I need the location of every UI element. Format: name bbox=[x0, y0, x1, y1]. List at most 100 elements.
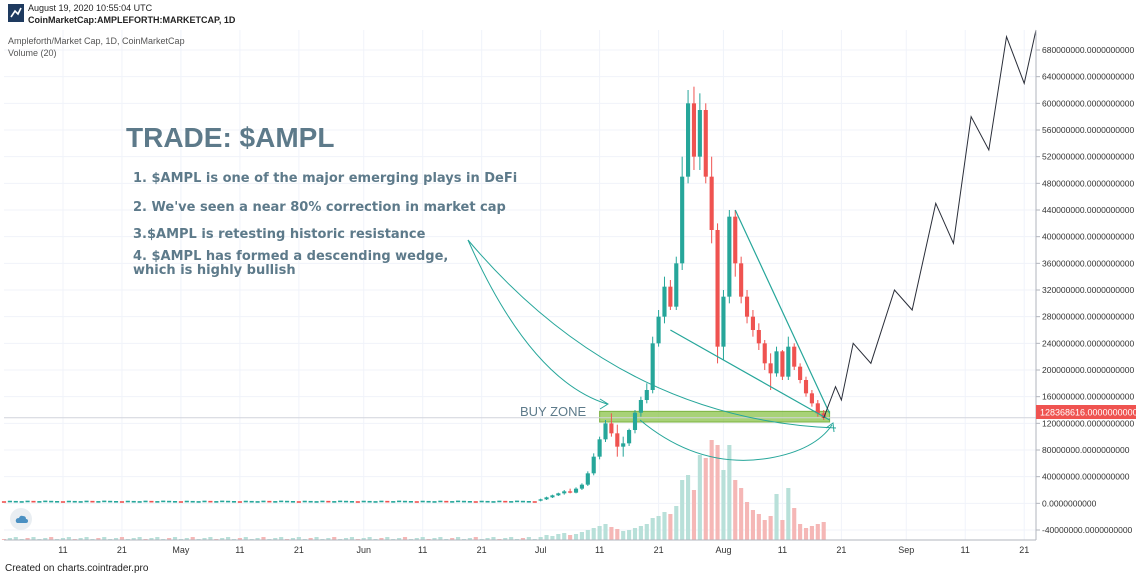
volume-bar bbox=[367, 537, 372, 540]
candle bbox=[96, 501, 101, 503]
candle bbox=[444, 500, 449, 503]
y-tick-label: 40000000.0000000000 bbox=[1042, 472, 1130, 482]
tradingview-logo-icon bbox=[8, 4, 24, 22]
volume-bar bbox=[255, 538, 260, 540]
volume-bar bbox=[686, 475, 691, 540]
volume-bar bbox=[473, 537, 478, 540]
chart-legend-title: Ampleforth/Market Cap, 1D, CoinMarketCap bbox=[8, 36, 185, 46]
candle bbox=[296, 501, 301, 503]
x-tick-label: 11 bbox=[235, 545, 244, 555]
candle bbox=[261, 500, 266, 503]
candle bbox=[438, 500, 443, 503]
volume-bar bbox=[243, 537, 248, 540]
candle bbox=[727, 216, 732, 297]
y-tick-label: -40000000.0000000000 bbox=[1042, 525, 1133, 535]
candle bbox=[609, 423, 614, 434]
volume-bar bbox=[172, 537, 178, 540]
volume-bar bbox=[762, 520, 767, 540]
volume-bar bbox=[438, 537, 443, 540]
candle bbox=[780, 351, 785, 377]
candle bbox=[349, 501, 354, 503]
candle bbox=[573, 488, 579, 493]
candle bbox=[762, 343, 767, 364]
volume-bar bbox=[220, 538, 225, 540]
volume-bar bbox=[739, 488, 744, 540]
volume-bar bbox=[113, 538, 119, 540]
candle bbox=[491, 501, 496, 503]
candle bbox=[338, 500, 343, 503]
volume-bar bbox=[25, 538, 30, 540]
volume-bar bbox=[385, 537, 390, 540]
y-axis: 680000000.0000000000 640000000.0000000000… bbox=[1035, 30, 1134, 540]
candle bbox=[402, 500, 408, 503]
x-tick-label: 11 bbox=[961, 545, 970, 555]
current-price-badge bbox=[1036, 405, 1136, 419]
candle bbox=[78, 501, 83, 503]
candle bbox=[231, 501, 237, 503]
volume-bar bbox=[615, 529, 620, 540]
candlesticks bbox=[1, 86, 826, 503]
volume-bar bbox=[397, 538, 402, 540]
candle bbox=[108, 500, 113, 503]
candle bbox=[249, 500, 254, 503]
volume-bar bbox=[650, 518, 655, 540]
candle bbox=[450, 501, 455, 503]
volume-bar bbox=[591, 528, 596, 540]
candle bbox=[526, 501, 531, 503]
volume-bar bbox=[326, 538, 331, 540]
volume-bar bbox=[609, 527, 614, 540]
candle bbox=[532, 501, 537, 503]
candle bbox=[1, 501, 7, 503]
volume-bar bbox=[43, 538, 48, 540]
candle bbox=[332, 501, 337, 503]
y-tick-label: 440000000.0000000000 bbox=[1042, 205, 1134, 215]
candle bbox=[703, 110, 708, 177]
volume-bar bbox=[202, 538, 207, 540]
candle bbox=[31, 500, 36, 503]
volume-bar bbox=[190, 537, 195, 540]
candle bbox=[72, 500, 77, 503]
volume-bar bbox=[49, 537, 54, 540]
volume-bar bbox=[821, 522, 826, 540]
candle bbox=[550, 495, 555, 498]
volume-bar bbox=[691, 490, 697, 540]
x-tick-label: 11 bbox=[778, 545, 787, 555]
candle bbox=[66, 500, 71, 503]
volume-bar bbox=[456, 537, 461, 540]
candle bbox=[485, 500, 490, 503]
volume-bar bbox=[573, 534, 579, 540]
volume-bar bbox=[137, 537, 142, 540]
volume-bar bbox=[290, 538, 296, 540]
candle bbox=[49, 500, 54, 503]
price-chart[interactable]: 680000000.0000000000 640000000.0000000000… bbox=[0, 0, 1140, 560]
volume-bar bbox=[809, 526, 814, 540]
volume-bar bbox=[96, 538, 101, 540]
candle bbox=[644, 390, 649, 400]
volume-bar bbox=[208, 537, 213, 540]
y-tick-label: 240000000.0000000000 bbox=[1042, 338, 1134, 348]
volume-bar bbox=[279, 537, 284, 540]
volume-bar bbox=[656, 516, 661, 540]
volume-bar bbox=[414, 538, 419, 540]
arrow-to-buy-zone bbox=[467, 239, 608, 405]
volume-bar bbox=[520, 538, 526, 540]
candle bbox=[603, 423, 608, 440]
candle bbox=[709, 176, 714, 230]
y-tick-label: 360000000.0000000000 bbox=[1042, 258, 1134, 268]
candle bbox=[60, 501, 66, 503]
candle bbox=[397, 500, 402, 503]
candle bbox=[815, 403, 820, 414]
cloud-icon[interactable] bbox=[10, 508, 32, 530]
volume-bar bbox=[420, 537, 425, 540]
volume-bar bbox=[721, 470, 726, 540]
candle bbox=[461, 500, 467, 503]
candle bbox=[220, 500, 225, 503]
volume-bar bbox=[485, 538, 490, 540]
candle bbox=[13, 500, 18, 503]
candle bbox=[190, 500, 195, 503]
x-tick-label: 11 bbox=[58, 545, 67, 555]
candle bbox=[467, 501, 472, 503]
footer-credit: Created on charts.cointrader.pro bbox=[5, 563, 149, 574]
volume-bar bbox=[155, 537, 160, 540]
candle bbox=[25, 500, 30, 503]
